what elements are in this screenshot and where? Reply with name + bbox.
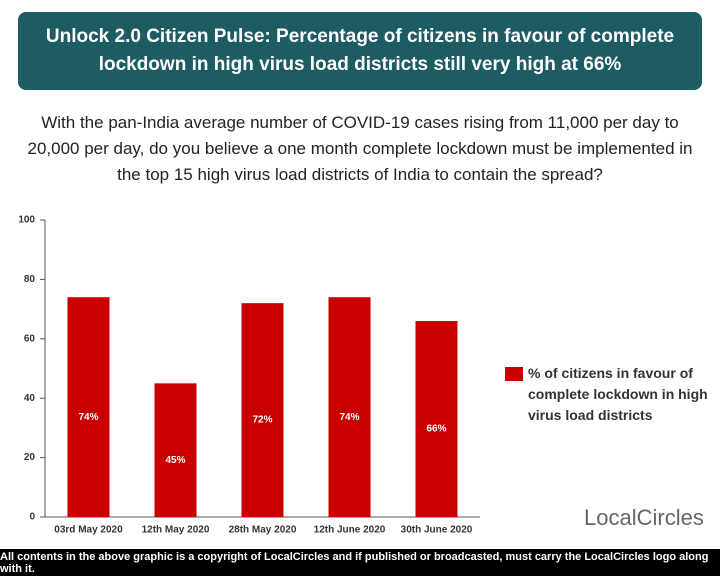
value-label: 66% [426, 424, 446, 435]
y-tick-label: 60 [24, 333, 36, 344]
value-label: 45% [165, 455, 185, 466]
y-tick-label: 100 [18, 215, 35, 226]
y-tick-label: 0 [29, 512, 35, 523]
y-tick-label: 40 [24, 393, 36, 404]
bar [67, 297, 110, 517]
logo: LocalCircles [584, 505, 704, 530]
bar [241, 303, 284, 517]
legend-label: % of citizens in favour of complete lock… [528, 365, 708, 423]
x-tick-label: 28th May 2020 [229, 525, 297, 536]
y-tick-label: 20 [24, 452, 36, 463]
bar [154, 383, 197, 517]
footer: All contents in the above graphic is a c… [0, 549, 720, 576]
x-tick-label: 30th June 2020 [401, 525, 473, 536]
subtitle: With the pan-India average number of COV… [27, 113, 693, 184]
value-label: 72% [252, 415, 272, 426]
y-tick-label: 80 [24, 274, 36, 285]
bar [328, 297, 371, 517]
legend-swatch [505, 367, 523, 381]
title-banner: Unlock 2.0 Citizen Pulse: Percentage of … [18, 12, 702, 90]
bar [415, 320, 458, 517]
value-label: 74% [78, 412, 98, 423]
x-tick-label: 12th June 2020 [314, 525, 386, 536]
x-tick-label: 12th May 2020 [142, 525, 210, 536]
chart-title: Unlock 2.0 Citizen Pulse: Percentage of … [45, 26, 675, 75]
x-tick-label: 03rd May 2020 [54, 525, 123, 536]
value-label: 74% [339, 412, 359, 423]
